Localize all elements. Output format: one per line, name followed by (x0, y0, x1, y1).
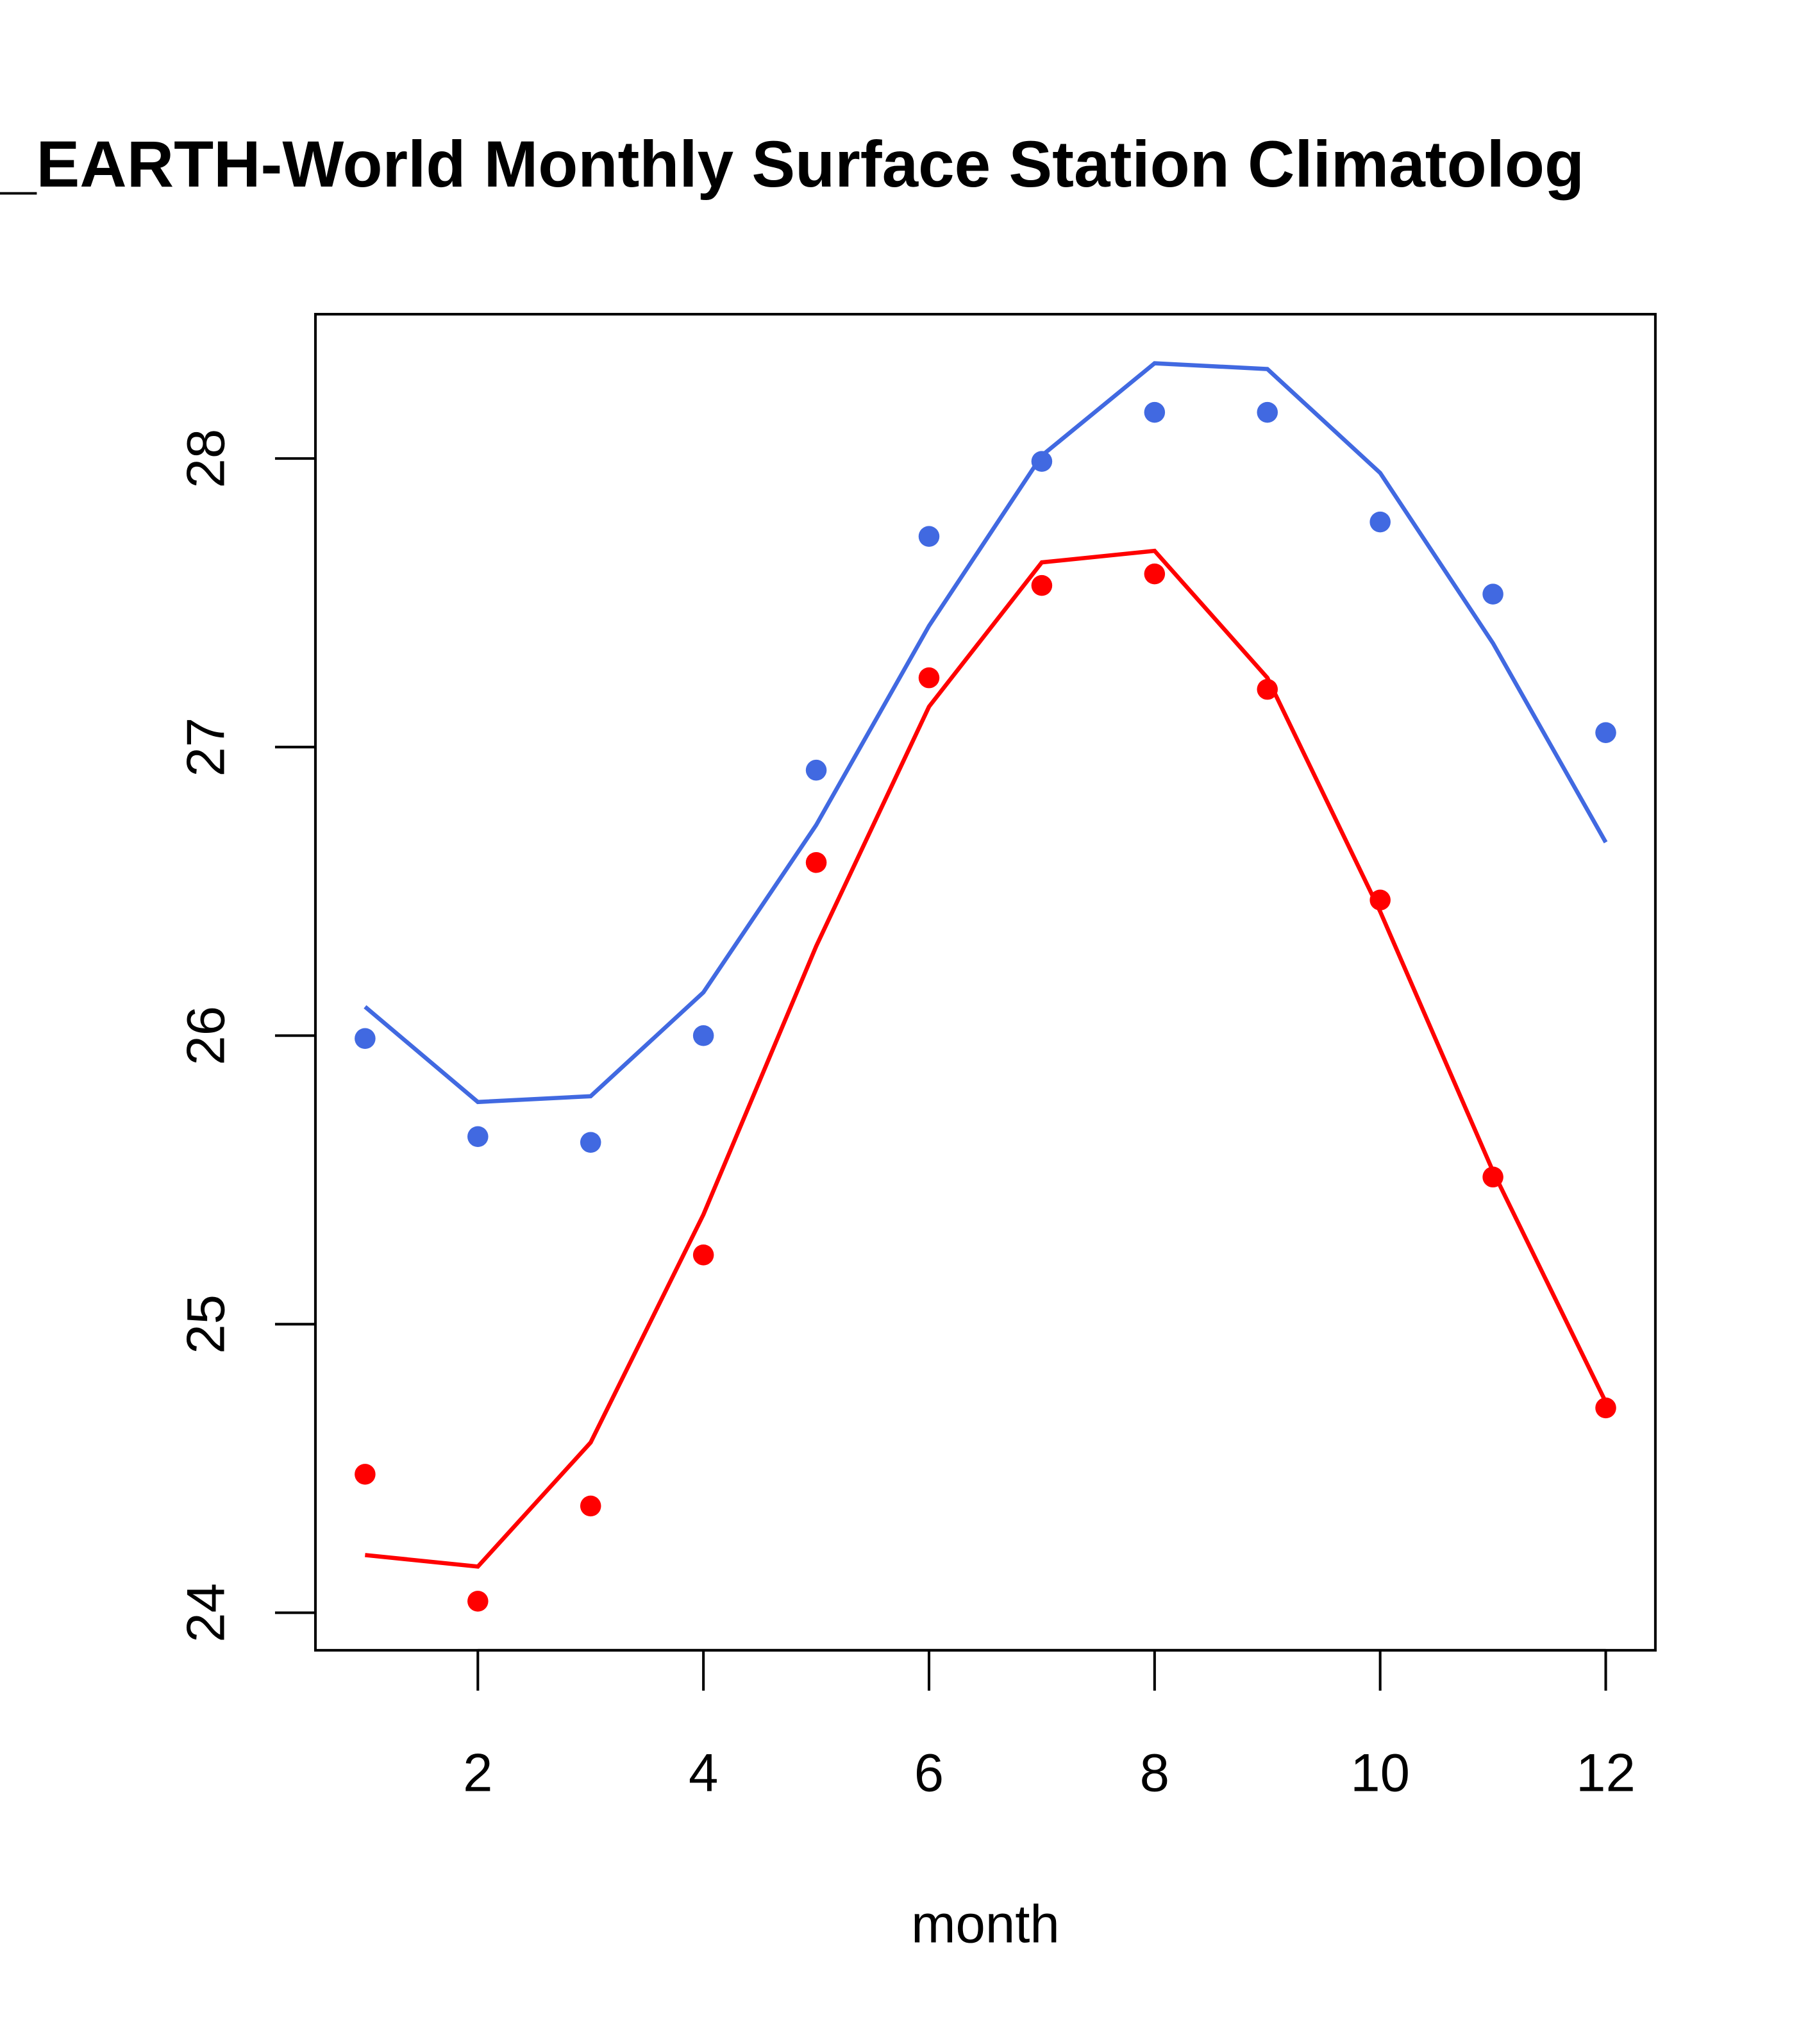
chart-title: _EARTH-World Monthly Surface Station Cli… (0, 128, 1584, 201)
blue-points-point (580, 1132, 601, 1153)
blue-points-point (1144, 401, 1166, 423)
blue-points-point (467, 1126, 489, 1148)
blue-points-point (918, 526, 940, 547)
x-tick-label: 2 (463, 1743, 492, 1802)
blue-points-point (1369, 511, 1391, 533)
x-tick-label: 12 (1576, 1743, 1636, 1802)
red-points-point (1595, 1397, 1616, 1419)
red-points-point (467, 1591, 489, 1612)
red-points-point (692, 1244, 714, 1266)
x-tick-label: 6 (914, 1743, 944, 1802)
x-tick-label: 10 (1350, 1743, 1410, 1802)
red-points-point (1031, 574, 1053, 596)
x-axis-label: month (911, 1894, 1060, 1954)
y-tick-label: 25 (176, 1294, 236, 1354)
x-tick-label: 8 (1140, 1743, 1169, 1802)
y-axis: 24 25 26 27 28 (176, 429, 317, 1643)
blue-points-point (1595, 722, 1616, 743)
blue-points-point (1482, 583, 1503, 605)
blue-points-point (1257, 401, 1278, 423)
blue-points-point (692, 1025, 714, 1046)
red-points-point (805, 851, 827, 873)
red-points-point (1144, 563, 1166, 585)
x-axis: 2 4 6 8 10 12 (463, 1648, 1636, 1802)
y-tick-label: 24 (176, 1583, 236, 1643)
blue-points-point (355, 1028, 376, 1050)
x-tick-label: 4 (689, 1743, 718, 1802)
plot-frame (314, 313, 1657, 1652)
y-tick-label: 28 (176, 429, 236, 489)
series-layer (355, 361, 1616, 1612)
red-line (365, 548, 1608, 1569)
y-tick-label: 26 (176, 1006, 236, 1066)
red-points-point (918, 667, 940, 689)
blue-line (364, 361, 1608, 1105)
blue-points-point (805, 759, 827, 781)
y-tick-label: 27 (176, 717, 236, 777)
red-points-point (355, 1464, 376, 1485)
red-points-point (580, 1495, 601, 1517)
